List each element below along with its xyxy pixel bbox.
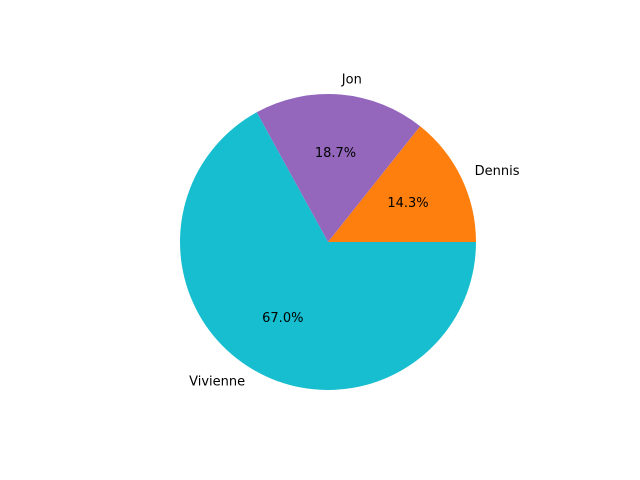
pie-slice-vivienne (180, 112, 477, 390)
pie-slice-jon (256, 94, 421, 242)
percent-label-vivienne: 67.0% (262, 311, 303, 326)
pie-slice-dennis (328, 126, 476, 242)
pie-slices (180, 94, 477, 390)
slice-label-jon: Jon (341, 72, 362, 87)
pie-labels: Dennis 14.3% Jon 18.7% Vivienne 67.0% (189, 72, 520, 389)
percent-label-jon: 18.7% (315, 146, 356, 161)
slice-label-vivienne: Vivienne (189, 375, 245, 390)
slice-label-dennis: Dennis (475, 164, 520, 179)
percent-label-dennis: 14.3% (387, 196, 428, 211)
